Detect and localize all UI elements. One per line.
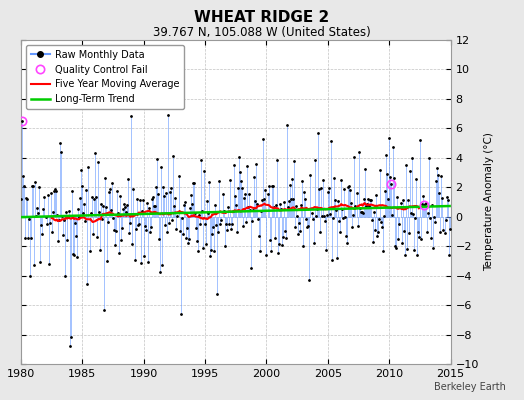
Text: WHEAT RIDGE 2: WHEAT RIDGE 2 [194, 10, 330, 25]
Y-axis label: Temperature Anomaly (°C): Temperature Anomaly (°C) [484, 132, 495, 272]
Text: 39.767 N, 105.088 W (United States): 39.767 N, 105.088 W (United States) [153, 26, 371, 39]
Text: Berkeley Earth: Berkeley Earth [434, 382, 506, 392]
Legend: Raw Monthly Data, Quality Control Fail, Five Year Moving Average, Long-Term Tren: Raw Monthly Data, Quality Control Fail, … [26, 45, 184, 109]
